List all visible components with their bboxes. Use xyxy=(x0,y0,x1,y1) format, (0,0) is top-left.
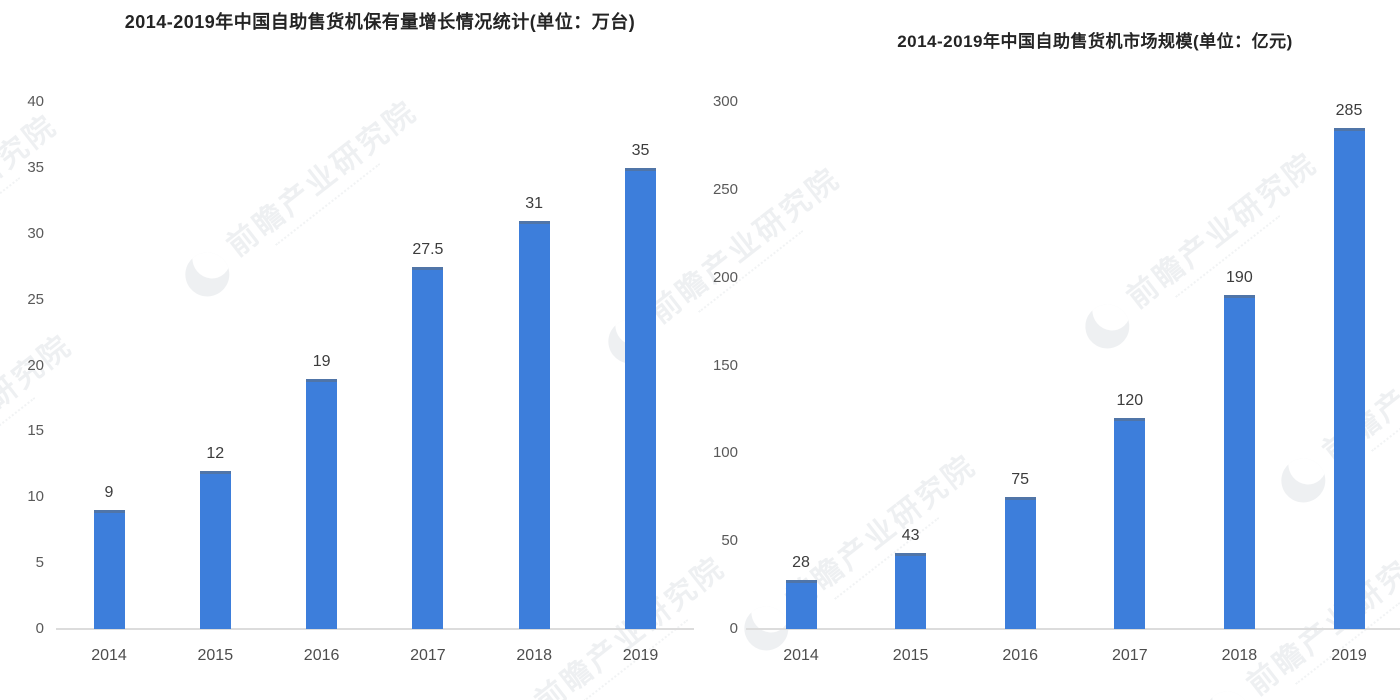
watermark-unit: 前瞻产业研究院 xyxy=(599,161,852,373)
bar-2015 xyxy=(199,470,231,629)
x-tick-label: 2017 xyxy=(1112,647,1148,664)
bar-value-label: 35 xyxy=(631,141,650,159)
watermark-subtext-line xyxy=(1370,368,1400,452)
y-tick-label: 15 xyxy=(27,422,44,440)
y-tick-label: 30 xyxy=(27,224,44,242)
watermark-unit: 前瞻产业研究院 xyxy=(1196,533,1400,700)
watermark-subtext-line xyxy=(274,162,381,246)
y-tick-label: 25 xyxy=(27,290,44,308)
x-tick-label: 2015 xyxy=(892,647,929,664)
bar-2016 xyxy=(306,378,338,629)
y-tick-label: 200 xyxy=(712,268,738,286)
watermark-unit: 前瞻产业研究院 xyxy=(176,94,429,306)
y-tick-label: 50 xyxy=(721,532,738,550)
watermark-text: 前瞻产业研究院 xyxy=(1120,146,1324,315)
watermark-text: 前瞻产业研究院 xyxy=(0,108,64,277)
watermark-subtext-line xyxy=(697,229,804,313)
x-axis-line xyxy=(56,628,694,630)
watermark-subtext-line xyxy=(0,396,36,480)
bar-2019 xyxy=(625,167,656,629)
bar-value-label: 12 xyxy=(206,444,225,462)
bar-2018 xyxy=(518,220,550,629)
watermark-subtext-line xyxy=(0,176,21,260)
bar-value-label: 190 xyxy=(1226,269,1253,287)
watermark-text: 前瞻产业研究院 xyxy=(779,448,983,617)
watermark-unit: 前瞻产业研究院 xyxy=(735,448,988,660)
watermark-subtext-line xyxy=(582,618,689,700)
watermark-unit: 前瞻产业研究院 xyxy=(0,108,70,319)
bar-2014 xyxy=(785,579,817,629)
y-tick-label: 150 xyxy=(712,356,738,374)
bar-value-label: 120 xyxy=(1116,392,1144,410)
y-tick-label: 250 xyxy=(712,180,738,198)
bar-value-label: 31 xyxy=(525,194,544,212)
x-axis-line xyxy=(746,628,1400,630)
bar-2017 xyxy=(1114,418,1146,629)
qianzhan-logo-icon xyxy=(735,597,798,660)
x-tick-label: 2018 xyxy=(1221,647,1258,664)
watermark-unit: 前瞻产业研究院 xyxy=(1076,146,1329,358)
bar-value-label: 75 xyxy=(1011,471,1030,489)
watermark-subtext-line xyxy=(833,516,940,600)
y-tick-label: 100 xyxy=(712,444,738,462)
bar-2019 xyxy=(1333,128,1365,629)
bar-value-label: 27.5 xyxy=(412,240,444,258)
watermark-text: 前瞻产业研究院 xyxy=(0,328,79,497)
watermark-text: 前瞻产业研究院 xyxy=(1240,533,1400,700)
watermark-text: 前瞻产业研究院 xyxy=(220,94,424,263)
x-tick-label: 2015 xyxy=(197,647,234,664)
watermark-unit: 前瞻产业研究院 xyxy=(484,550,737,700)
bar-2014 xyxy=(93,510,125,629)
y-tick-label: 5 xyxy=(35,554,44,572)
bar-2015 xyxy=(895,553,927,629)
bar-value-label: 285 xyxy=(1335,102,1363,120)
watermark-unit: 前瞻产业研究院 xyxy=(0,328,85,539)
x-tick-label: 2019 xyxy=(622,647,659,664)
y-tick-label: 0 xyxy=(729,620,738,637)
x-tick-label: 2018 xyxy=(516,647,552,664)
watermark-unit: 前瞻产业研究院 xyxy=(1272,300,1400,512)
bar-2016 xyxy=(1004,497,1036,629)
qianzhan-logo-icon xyxy=(1076,295,1139,358)
y-tick-label: 35 xyxy=(27,158,44,176)
x-tick-label: 2017 xyxy=(410,647,446,664)
x-tick-label: 2016 xyxy=(1002,647,1038,664)
y-tick-label: 40 xyxy=(27,93,44,110)
watermark-subtext-line xyxy=(1294,601,1400,685)
y-tick-label: 20 xyxy=(27,356,44,374)
x-tick-label: 2014 xyxy=(91,647,127,664)
bar-value-label: 9 xyxy=(104,484,114,502)
watermark-text: 前瞻产业研究院 xyxy=(528,550,732,700)
qianzhan-logo-icon xyxy=(1272,449,1335,512)
x-tick-label: 2014 xyxy=(783,647,819,664)
watermark-subtext-line xyxy=(1174,214,1281,298)
bar-value-label: 43 xyxy=(901,527,920,545)
y-tick-label: 300 xyxy=(712,93,738,110)
qianzhan-logo-icon xyxy=(1196,682,1259,700)
chart-title: 2014-2019年中国自助售货机保有量增长情况统计(单位：万台) xyxy=(124,12,636,32)
y-tick-label: 0 xyxy=(35,620,44,637)
chart-title: 2014-2019年中国自助售货机市场规模(单位：亿元) xyxy=(897,32,1293,51)
watermark-text: 前瞻产业研究院 xyxy=(643,161,847,330)
bar-2017 xyxy=(412,266,444,629)
bar-2018 xyxy=(1223,295,1255,629)
bar-value-label: 19 xyxy=(312,352,331,370)
qianzhan-logo-icon xyxy=(176,243,239,306)
x-tick-label: 2016 xyxy=(303,647,340,664)
y-tick-label: 10 xyxy=(27,488,44,506)
qianzhan-logo-icon xyxy=(599,310,662,373)
bar-value-label: 28 xyxy=(792,553,810,571)
x-tick-label: 2019 xyxy=(1331,647,1367,664)
watermark-text: 前瞻产业研究院 xyxy=(1316,300,1400,469)
